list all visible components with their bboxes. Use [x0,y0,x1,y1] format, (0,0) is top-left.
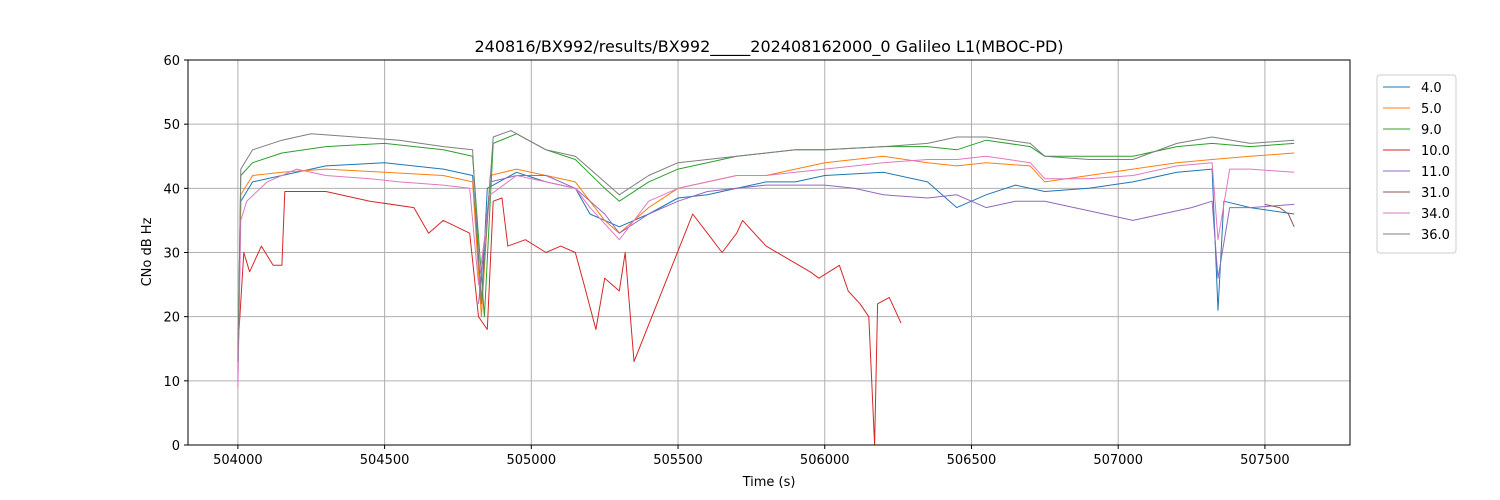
y-tick-label: 50 [163,118,180,133]
x-tick-label: 504000 [213,453,263,468]
y-tick-label: 0 [172,439,180,454]
grid-lines [188,59,1350,446]
legend-box [1376,74,1457,254]
y-axis-ticks: 0 10 20 30 40 50 60 [163,54,188,454]
x-axis-label: Time (s) [742,475,796,490]
chart-title: 240816/BX992/results/BX992_____202408162… [474,37,1063,57]
legend-label: 34.0 [1421,207,1450,222]
series-line-11-0 [478,175,1295,304]
legend-label: 5.0 [1421,102,1442,117]
x-tick-label: 507000 [1093,453,1143,468]
x-tick-label: 506500 [947,453,997,468]
legend-label: 11.0 [1421,165,1450,180]
series-line-10-0 [237,191,902,446]
series-line-4-0 [237,162,1295,381]
y-tick-label: 30 [163,247,180,262]
legend-label: 31.0 [1421,186,1450,201]
y-tick-label: 60 [163,54,180,69]
legend: 4.0 5.0 9.0 10.0 11.0 31.0 34.0 36.0 [1376,74,1457,254]
y-tick-label: 20 [163,311,180,326]
series-line-9-0 [237,133,1295,356]
series-line-31-0 [1264,203,1295,228]
x-tick-label: 505000 [506,453,556,468]
series-line-36-0 [237,130,1295,362]
plot-lines [237,130,1295,446]
y-tick-label: 40 [163,182,180,197]
y-tick-label: 10 [163,375,180,390]
x-tick-label: 505500 [653,453,703,468]
legend-label: 9.0 [1421,123,1442,138]
x-axis-ticks: 504000 504500 505000 505500 506000 506500 5070… [213,445,1290,468]
x-tick-label: 506000 [800,453,850,468]
legend-label: 36.0 [1421,228,1450,243]
y-axis-label: CNo dB Hz [140,217,155,286]
legend-label: 10.0 [1421,144,1450,159]
x-tick-label: 504500 [360,453,410,468]
legend-label: 4.0 [1421,81,1442,96]
x-tick-label: 507500 [1240,453,1290,468]
series-line-34-0 [237,155,1295,388]
